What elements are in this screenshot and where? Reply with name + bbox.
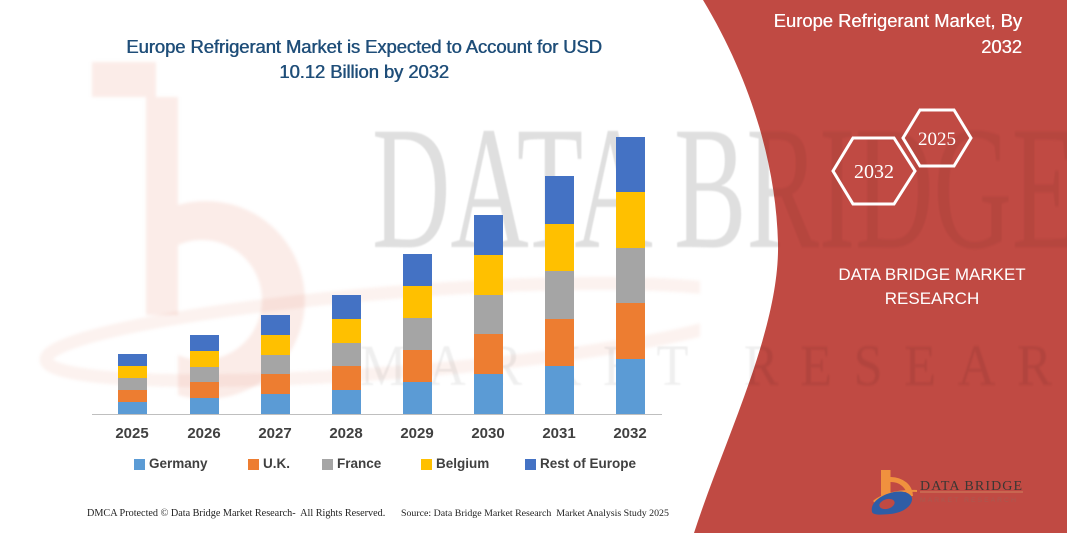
svg-text:2025: 2025: [918, 129, 956, 150]
svg-text:DATA BRIDGE: DATA BRIDGE: [920, 479, 1023, 494]
svg-text:2032: 2032: [854, 161, 894, 183]
svg-text:MARKET RESEARCH: MARKET RESEARCH: [920, 497, 1018, 504]
